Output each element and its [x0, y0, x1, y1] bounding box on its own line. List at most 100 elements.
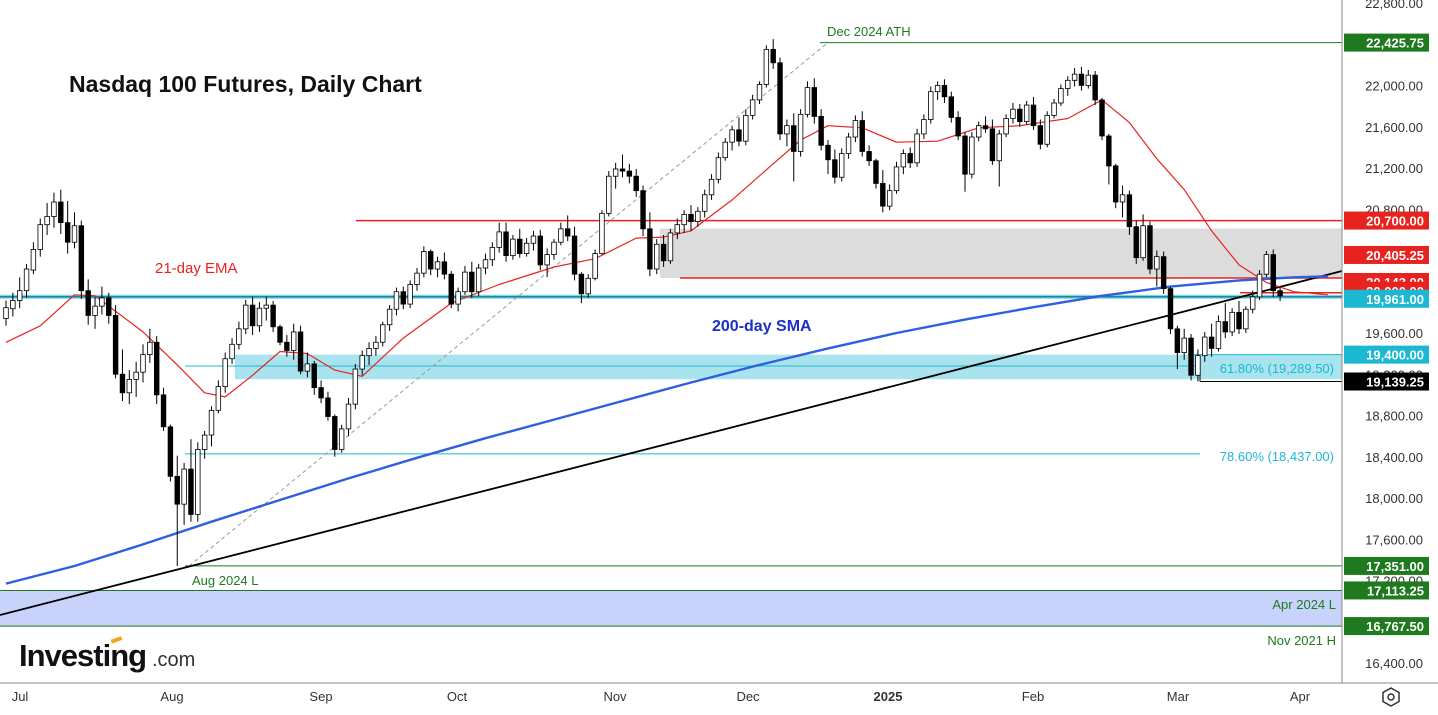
candle: [565, 215, 571, 242]
candle-body: [1263, 254, 1270, 275]
candle-body: [1113, 165, 1119, 203]
sma-label: 200-day SMA: [712, 318, 812, 335]
candle: [1119, 185, 1126, 218]
candle-body: [743, 114, 749, 142]
candle: [386, 305, 393, 331]
candle-body: [1256, 273, 1263, 298]
candle-body: [441, 261, 448, 275]
candle-body: [770, 48, 776, 64]
candle: [99, 286, 105, 315]
candle: [304, 352, 311, 378]
candle-body: [229, 343, 235, 360]
candle: [1243, 306, 1249, 333]
candle: [537, 229, 543, 271]
candle: [921, 114, 927, 140]
candle: [1010, 103, 1016, 124]
candle-body: [825, 144, 831, 161]
candle-body: [174, 475, 180, 505]
candle-body: [736, 129, 742, 142]
candle: [1236, 301, 1242, 334]
candle-body: [37, 224, 43, 250]
candle-body: [523, 242, 530, 254]
candle: [489, 242, 496, 266]
candle: [290, 323, 297, 360]
y-tick-label: 21,200.00: [1365, 161, 1423, 176]
y-tick-label: 18,000.00: [1365, 491, 1423, 506]
candle-body: [592, 253, 598, 279]
candle: [948, 91, 954, 123]
candle: [989, 119, 996, 165]
price-label-bg: [1344, 211, 1429, 230]
candle-body: [215, 386, 222, 411]
apr-low-label: Apr 2024 L: [1272, 597, 1336, 612]
candle: [606, 171, 612, 217]
candle-body: [934, 85, 941, 93]
candle: [880, 170, 886, 213]
candle: [188, 439, 194, 522]
candle: [626, 163, 633, 184]
candle-body: [722, 141, 728, 159]
candle: [1229, 308, 1235, 337]
candle-body: [989, 128, 996, 162]
candle: [708, 174, 715, 200]
candle-body: [1010, 108, 1016, 119]
candle-body: [1208, 336, 1215, 349]
candle-body: [1017, 108, 1023, 122]
candle-body: [1215, 321, 1222, 349]
settings-button[interactable]: [1380, 686, 1402, 708]
candle-body: [880, 183, 886, 207]
candle: [763, 45, 770, 88]
time-axis-ticks: Jul Aug Sep Oct Nov Dec 2025 Feb Mar Apr: [12, 689, 1311, 704]
candle-body: [92, 305, 98, 316]
price-label-bg: [1344, 289, 1429, 308]
candle: [441, 252, 448, 280]
candle: [667, 228, 674, 264]
price-label-bg: [1344, 617, 1429, 636]
candle-body: [112, 315, 119, 375]
candle-body: [599, 212, 605, 254]
candle: [1140, 214, 1146, 261]
candle-body: [338, 428, 345, 450]
candle: [243, 299, 249, 334]
candle: [126, 370, 132, 405]
candle: [1270, 249, 1276, 297]
candle-body: [345, 403, 352, 430]
candle-body: [153, 341, 160, 396]
candle: [715, 152, 722, 184]
y-tick-label: 18,800.00: [1365, 409, 1423, 424]
candle-body: [866, 151, 872, 162]
price-label-text: 17,351.00: [1366, 559, 1424, 574]
candle: [1154, 250, 1160, 287]
candle-body: [373, 341, 379, 349]
candle: [270, 301, 276, 332]
candle-body: [873, 160, 879, 184]
candle: [1085, 70, 1091, 89]
candle-body: [674, 224, 680, 234]
candle: [112, 305, 119, 379]
candle-body: [647, 228, 653, 270]
candle: [215, 380, 222, 414]
candle: [681, 210, 687, 233]
candle-body: [208, 409, 215, 436]
candle-body: [681, 213, 687, 226]
candle: [900, 149, 907, 175]
candle: [181, 462, 187, 525]
candle-body: [304, 363, 311, 372]
candle: [736, 117, 742, 147]
y-tick-label: 22,000.00: [1365, 79, 1423, 94]
candle: [1208, 323, 1215, 357]
candle-body: [976, 125, 982, 138]
candle-body: [503, 231, 509, 257]
candle: [558, 222, 564, 246]
price-label: 17,113.25: [1344, 581, 1429, 600]
candle-body: [140, 354, 146, 373]
candle: [1250, 290, 1256, 314]
candle-body: [571, 235, 578, 275]
candle-body: [1051, 102, 1057, 116]
candle: [797, 109, 804, 157]
candle-body: [633, 175, 639, 192]
candle-body: [462, 271, 468, 293]
candle-body: [318, 387, 324, 399]
candle-body: [537, 235, 543, 266]
candle: [16, 277, 23, 309]
